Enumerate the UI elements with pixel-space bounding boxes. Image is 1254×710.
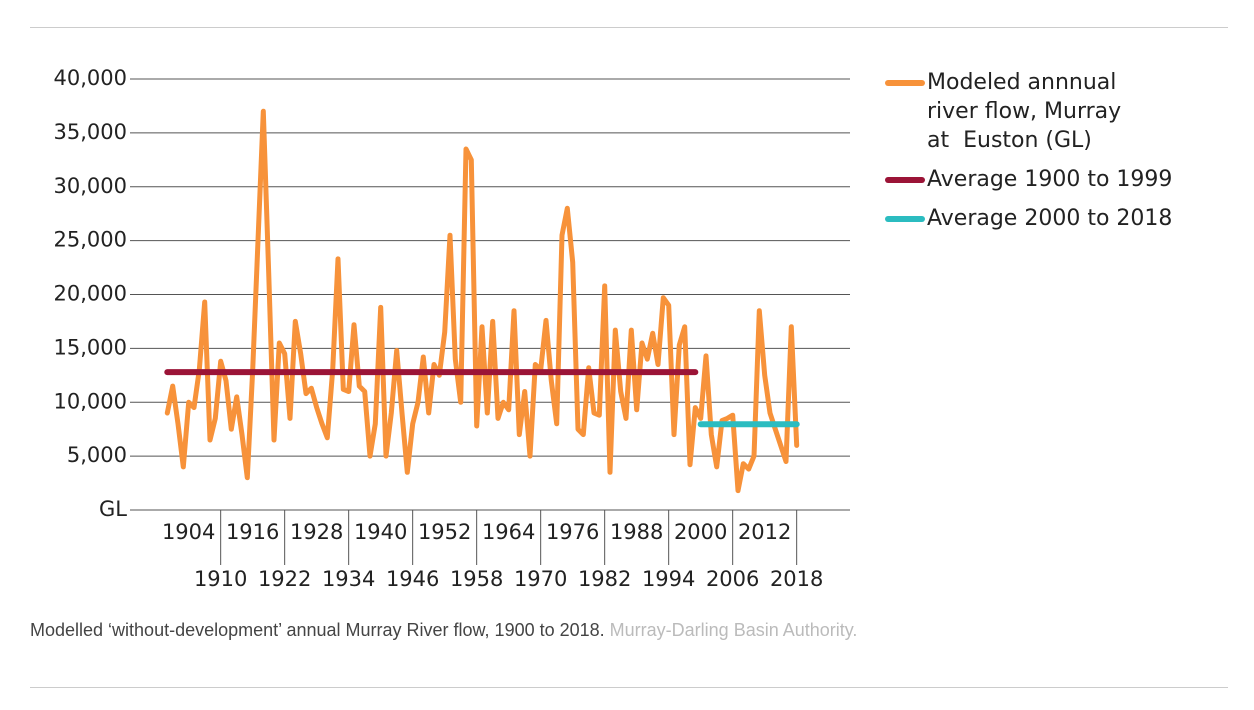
x-tick-label: 1964	[482, 520, 535, 544]
x-tick-label: 1988	[610, 520, 663, 544]
x-tick-label: 2006	[706, 567, 759, 591]
legend-label: Average 1900 to 1999	[927, 167, 1173, 192]
y-tick-label: 35,000	[54, 120, 127, 144]
x-tick-label: 2012	[738, 520, 791, 544]
y-tick-label: 15,000	[54, 335, 127, 359]
x-tick-label: 1946	[386, 567, 439, 591]
x-tick-label: 1904	[162, 520, 215, 544]
y-tick-label: 5,000	[67, 443, 127, 467]
y-tick-label: 25,000	[54, 228, 127, 252]
legend-label: Average 2000 to 2018	[927, 206, 1173, 231]
y-tick-label: 10,000	[54, 389, 127, 413]
legend-swatch	[885, 216, 925, 222]
legend-label: Modeled annnual river flow, Murray at Eu…	[927, 70, 1129, 153]
x-tick-label: 2000	[674, 520, 727, 544]
legend-swatch	[885, 80, 925, 86]
x-tick-label: 1928	[290, 520, 343, 544]
x-tick-label: 1994	[642, 567, 695, 591]
legend: Modeled annnual river flow, Murray at Eu…	[885, 68, 1215, 243]
chart: GL 5,000 10,000 15,000 20,000 25,000 30,000 35,…	[54, 66, 850, 591]
legend-item: Average 2000 to 2018	[885, 204, 1227, 233]
rule	[30, 687, 1228, 688]
x-tick-label: 2018	[770, 567, 823, 591]
x-tick-label: 1970	[514, 567, 567, 591]
source: Murray-Darling Basin Authority.	[609, 620, 858, 640]
rule	[30, 27, 1228, 28]
legend-item: Average 1900 to 1999	[885, 165, 1227, 194]
x-tick-label: 1940	[354, 520, 407, 544]
x-tick-label: 1916	[226, 520, 279, 544]
x-tick-label: 1952	[418, 520, 471, 544]
x-tick-label: 1982	[578, 567, 631, 591]
series-line	[164, 108, 800, 494]
legend-swatch	[885, 177, 925, 183]
y-tick-label: 30,000	[54, 174, 127, 198]
x-tick-label: 1976	[546, 520, 599, 544]
x-tick-label: 1910	[194, 567, 247, 591]
y-tick-label: GL	[99, 497, 127, 521]
caption-box: Modelled ‘without-development’ annual Mu…	[30, 620, 857, 641]
caption: Modelled ‘without-development’ annual Mu…	[30, 620, 605, 640]
x-tick-label: 1958	[450, 567, 503, 591]
x-tick-label: 1934	[322, 567, 375, 591]
legend-item: Modeled annnual river flow, Murray at Eu…	[885, 68, 1147, 155]
y-tick-label: 20,000	[54, 282, 127, 306]
x-tick-label: 1922	[258, 567, 311, 591]
y-tick-label: 40,000	[54, 66, 127, 90]
